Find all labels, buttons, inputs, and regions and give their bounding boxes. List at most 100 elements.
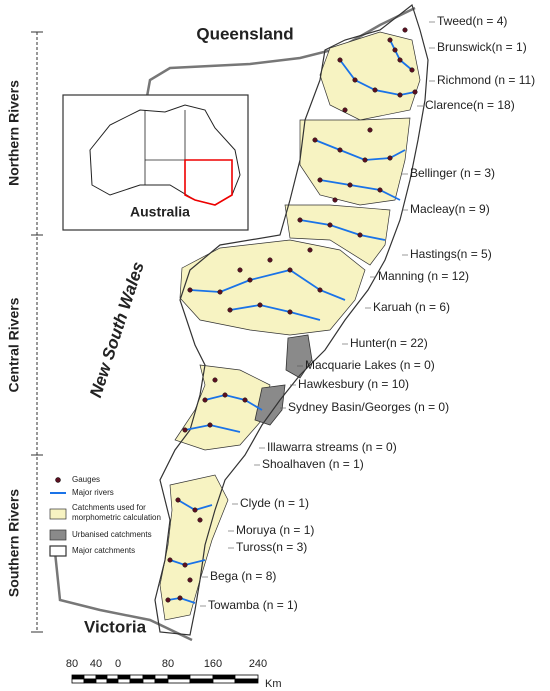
- nsw-highlight: [184, 159, 233, 206]
- gauge: [347, 182, 353, 188]
- catchment-label: Karuah (n = 6): [373, 300, 450, 314]
- gauge: [412, 89, 418, 95]
- gauge: [247, 277, 253, 283]
- scale-segment: [71, 674, 85, 680]
- catchment-label: Macquarie Lakes (n = 0): [305, 358, 435, 372]
- scale-segment: [167, 674, 191, 680]
- gauge: [362, 157, 368, 163]
- region-label: Central Rivers: [6, 297, 22, 392]
- state-label: Queensland: [196, 24, 293, 43]
- scale-label: 160: [204, 658, 222, 670]
- gauge: [242, 397, 248, 403]
- gauge: [312, 137, 318, 143]
- region-ticks: [31, 31, 43, 633]
- gauge: [212, 377, 218, 383]
- gauge: [402, 27, 408, 33]
- gauge: [207, 422, 213, 428]
- used-catchments: [159, 31, 421, 621]
- gauge: [367, 127, 373, 133]
- gauge: [187, 577, 193, 583]
- scale-segment: [212, 678, 236, 684]
- legend-label: Major catchments: [72, 546, 135, 555]
- scale-segment: [95, 678, 108, 684]
- gauge: [352, 77, 358, 83]
- catchment-label: Clyde (n = 1): [240, 496, 309, 510]
- catchment-label: Manning (n = 12): [378, 269, 469, 283]
- gauge: [167, 557, 173, 563]
- catchment-label: Richmond (n = 11): [437, 73, 535, 87]
- gauge: [357, 232, 363, 238]
- queensland-border: [144, 6, 416, 103]
- gauge: [337, 57, 343, 63]
- scale-label: 80: [162, 658, 174, 670]
- scale-label: 0: [115, 658, 121, 670]
- catchment-label: Tuross(n = 3): [236, 540, 307, 554]
- scale-segment: [95, 674, 108, 680]
- gauge: [287, 267, 293, 273]
- scale-segment: [117, 674, 131, 680]
- gauge: [222, 392, 228, 398]
- catchment-label: Bega (n = 8): [210, 569, 276, 583]
- gauge: [317, 177, 323, 183]
- gauge: [397, 92, 403, 98]
- gauge: [267, 257, 273, 263]
- gauge: [327, 222, 333, 228]
- scale-segment: [129, 678, 144, 684]
- catchment-label: Illawarra streams (n = 0): [267, 440, 397, 454]
- scale-segment: [234, 674, 259, 680]
- region-label: Northern Rivers: [6, 80, 22, 186]
- gauge: [257, 302, 263, 308]
- legend-label: morphometric calculation: [72, 513, 161, 522]
- rivers: [167, 39, 416, 604]
- gauge: [377, 187, 383, 193]
- scale-segment: [189, 678, 214, 684]
- gauge: [187, 287, 193, 293]
- legend-label: Catchments used for: [72, 503, 146, 512]
- scale-segment: [117, 678, 131, 684]
- gauge: [197, 517, 203, 523]
- scale-segment: [167, 678, 191, 684]
- catchment-label: Towamba (n = 1): [208, 598, 298, 612]
- gauge: [165, 597, 171, 603]
- catchment-label: Macleay(n = 9): [410, 202, 490, 216]
- gauge: [392, 47, 398, 53]
- scale-label: 80: [66, 658, 78, 670]
- gauge: [182, 562, 188, 568]
- gauge: [177, 595, 183, 601]
- scale-segment: [106, 674, 119, 680]
- catchment-label: Sydney Basin/Georges (n = 0): [288, 400, 449, 414]
- gauge: [227, 307, 233, 313]
- australia-outline: [89, 104, 241, 206]
- gauge: [332, 197, 338, 203]
- major-catchments: [154, 3, 429, 636]
- legend-label: Major rivers: [72, 488, 114, 497]
- gauge: [297, 217, 303, 223]
- scale-segment: [142, 678, 156, 684]
- scale-segment: [142, 674, 156, 680]
- gauge: [387, 37, 393, 43]
- gauge: [217, 289, 223, 295]
- catchment-label: Hunter(n = 22): [350, 336, 428, 350]
- scale-segment: [106, 678, 119, 684]
- catchment-label: Shoalhaven (n = 1): [262, 457, 364, 471]
- scale-label: 40: [90, 658, 102, 670]
- legend: Gauges Major rivers Catchments used for …: [49, 475, 161, 557]
- region-label: Southern Rivers: [6, 489, 22, 597]
- gauge: [337, 147, 343, 153]
- catchment-label: Clarence(n = 18): [425, 98, 515, 112]
- catchment-label: Hastings(n = 5): [410, 247, 492, 261]
- catchment-label: Tweed(n = 4): [437, 14, 507, 28]
- victoria-border: [53, 551, 193, 642]
- gauge: [202, 397, 208, 403]
- gauge: [192, 507, 198, 513]
- gauge: [342, 107, 348, 113]
- scale-segment: [212, 674, 236, 680]
- scale-label: 240: [249, 658, 267, 670]
- scale-segment: [189, 674, 214, 680]
- scale-segment: [154, 674, 169, 680]
- scale-segment: [234, 678, 259, 684]
- scale-unit: Km: [265, 678, 282, 690]
- catchment-label: Brunswick(n = 1): [437, 40, 527, 54]
- gauge: [372, 87, 378, 93]
- catchment-label: Moruya (n = 1): [236, 523, 314, 537]
